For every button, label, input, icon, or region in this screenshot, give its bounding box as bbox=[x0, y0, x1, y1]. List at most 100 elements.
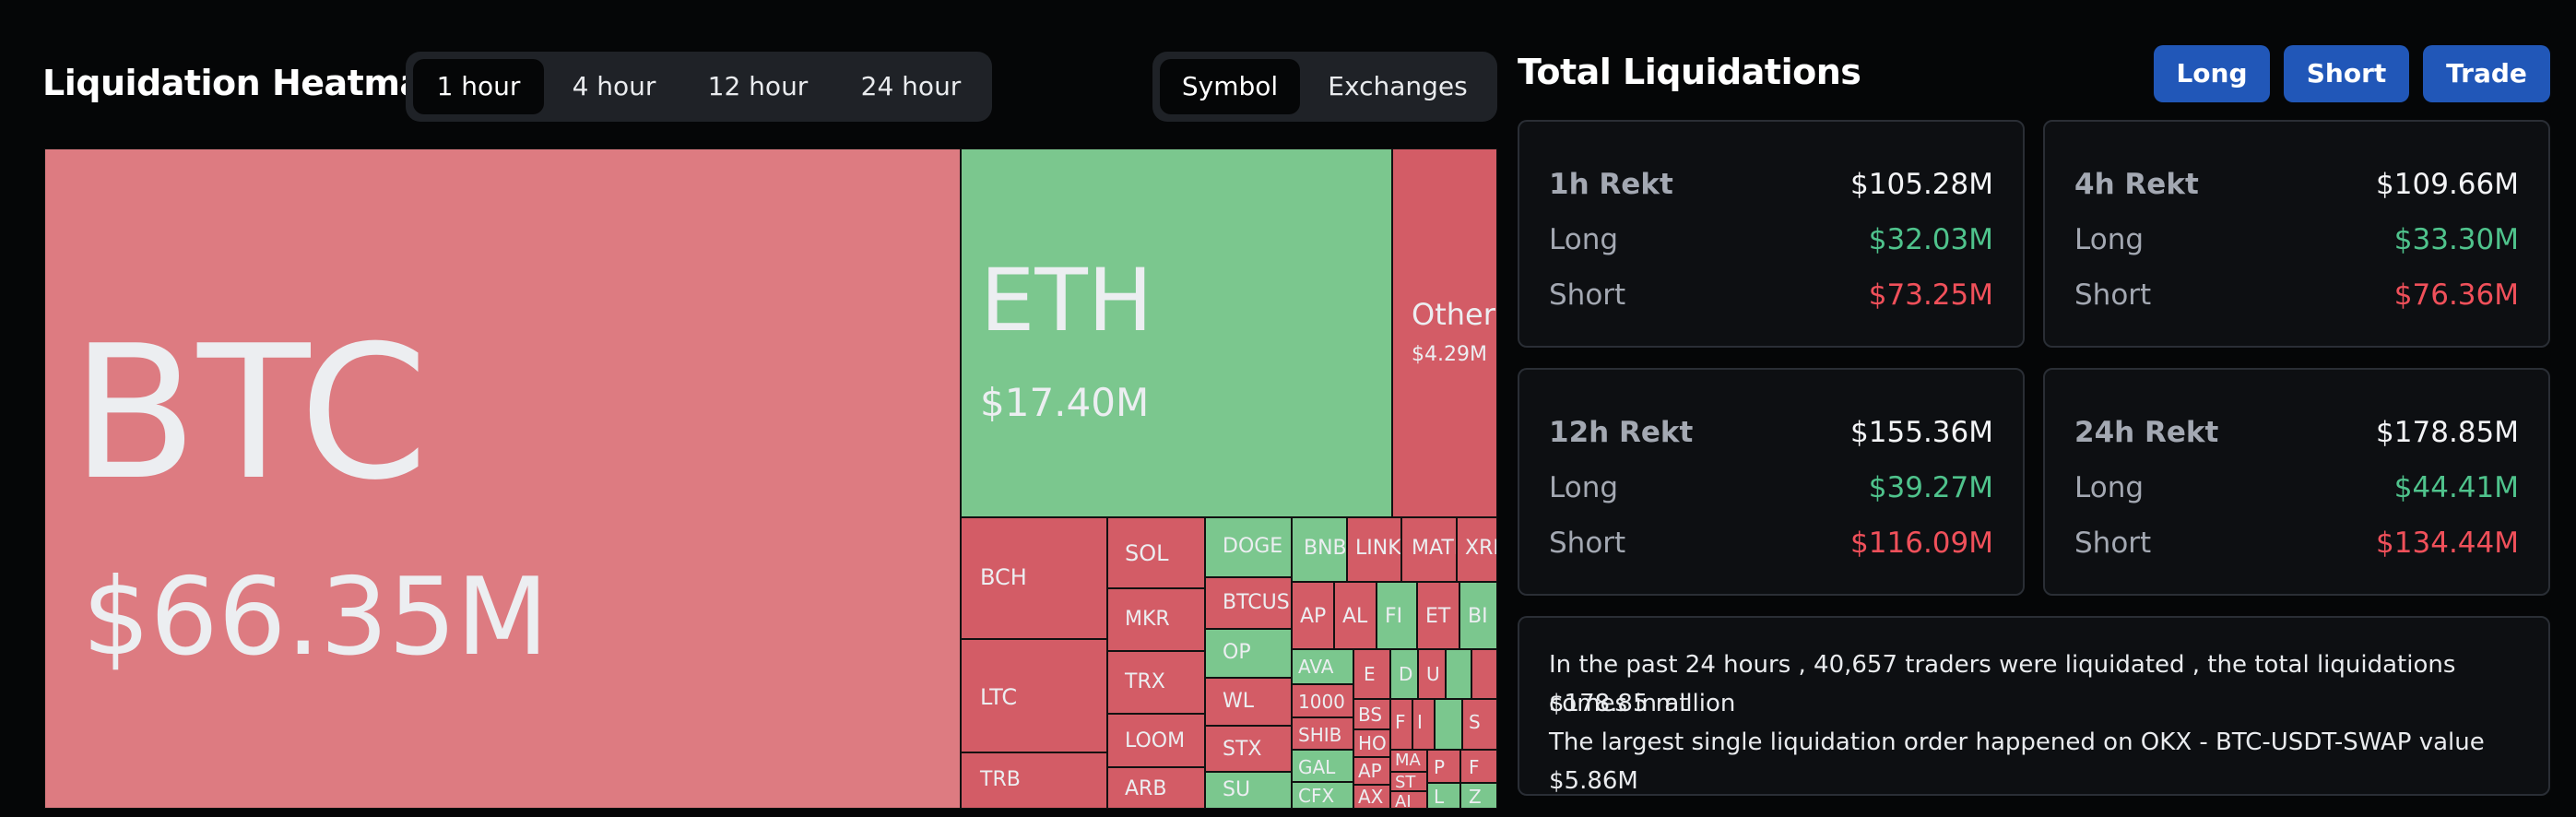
heatmap-tile-wl[interactable]: WL bbox=[1205, 678, 1292, 726]
heatmap-tile-ax[interactable]: AX bbox=[1353, 785, 1390, 809]
tile-symbol: Z bbox=[1469, 786, 1482, 808]
tile-symbol: GAL bbox=[1298, 756, 1336, 778]
heatmap-tile-d[interactable]: D bbox=[1390, 649, 1418, 699]
heatmap-tile-bs[interactable]: BS bbox=[1353, 699, 1390, 729]
total-liquidations-title: Total Liquidations bbox=[1518, 52, 1861, 92]
tile-symbol: XRP bbox=[1465, 537, 1496, 560]
tile-symbol: P bbox=[1434, 756, 1446, 778]
heatmap-tile-op[interactable]: OP bbox=[1205, 629, 1292, 678]
heatmap-tile-gal[interactable]: GAL bbox=[1292, 750, 1353, 782]
heatmap-tile-et[interactable]: ET bbox=[1417, 582, 1459, 649]
trade-button[interactable]: Trade bbox=[2423, 45, 2550, 102]
tile-symbol: F bbox=[1395, 711, 1406, 733]
heatmap-tile-matic[interactable]: MATIC bbox=[1401, 517, 1457, 582]
tab-4-hour[interactable]: 4 hour bbox=[572, 71, 656, 101]
heatmap-tile-ltc[interactable]: LTC bbox=[961, 639, 1107, 752]
heatmap-tile-btcus[interactable]: BTCUS bbox=[1205, 577, 1292, 629]
tile-symbol: AI bbox=[1395, 792, 1412, 809]
heatmap-tile-f[interactable]: F bbox=[1460, 750, 1497, 783]
short-value: $73.25M bbox=[1868, 278, 1993, 312]
heatmap-tile-su[interactable]: SU bbox=[1205, 772, 1292, 809]
summary-line-2: $178.85 million bbox=[1549, 690, 1736, 717]
card-1h-rekt: 1h Rekt $105.28M Long $32.03M Short $73.25M bbox=[1518, 120, 2025, 348]
heatmap-tile-ai[interactable]: AI bbox=[1390, 791, 1427, 809]
tab-24-hour[interactable]: 24 hour bbox=[860, 71, 962, 101]
heatmap-tile-ma[interactable]: MA bbox=[1390, 750, 1427, 772]
tile-symbol: DOGE bbox=[1223, 535, 1283, 558]
tile-symbol: AL bbox=[1342, 605, 1368, 628]
tile-symbol: D bbox=[1399, 663, 1413, 685]
heatmap-tile-ava[interactable]: AVA bbox=[1292, 649, 1353, 684]
tile-symbol: F bbox=[1469, 756, 1480, 778]
heatmap-tile-xrp[interactable]: XRP bbox=[1457, 517, 1497, 582]
tab-12-hour[interactable]: 12 hour bbox=[707, 71, 809, 101]
heatmap-tile-link[interactable]: LINK bbox=[1347, 517, 1401, 582]
tile-symbol: SOL bbox=[1125, 540, 1169, 566]
heatmap-tile-bi[interactable]: BI bbox=[1459, 582, 1497, 649]
heatmap-tile-cfx[interactable]: CFX bbox=[1292, 782, 1353, 809]
heatmap-tile-trx[interactable]: TRX bbox=[1107, 651, 1205, 714]
tile-symbol: MATIC bbox=[1412, 537, 1456, 560]
tile-symbol: HO bbox=[1358, 732, 1387, 754]
tile-symbol: LINK bbox=[1355, 537, 1401, 560]
card-12h-rekt: 12h Rekt $155.36M Long $39.27M Short $116.0… bbox=[1518, 368, 2025, 596]
short-button[interactable]: Short bbox=[2284, 45, 2409, 102]
heatmap-tile-coin-35[interactable] bbox=[1471, 649, 1497, 699]
heatmap-tile-ho[interactable]: HO bbox=[1353, 729, 1390, 757]
time-range-selector: 1 hour 4 hour 12 hour 24 hour bbox=[406, 52, 992, 122]
tile-symbol: AVA bbox=[1298, 656, 1334, 678]
heatmap-tile-p[interactable]: P bbox=[1427, 750, 1460, 783]
short-label: Short bbox=[1549, 278, 1626, 312]
heatmap-tile-st[interactable]: ST bbox=[1390, 772, 1427, 791]
tab-1-hour[interactable]: 1 hour bbox=[413, 59, 544, 114]
heatmap-tile-f[interactable]: F bbox=[1390, 699, 1412, 750]
tile-symbol: I bbox=[1417, 711, 1423, 733]
tile-symbol: TRB bbox=[980, 768, 1021, 791]
heatmap-tile-bch[interactable]: BCH bbox=[961, 517, 1107, 639]
heatmap-tile-loom[interactable]: LOOM bbox=[1107, 714, 1205, 767]
heatmap-tile-i[interactable]: I bbox=[1412, 699, 1435, 750]
view-selector: Symbol Exchanges bbox=[1152, 52, 1497, 122]
heatmap-tile-arb[interactable]: ARB bbox=[1107, 767, 1205, 809]
tile-symbol: ST bbox=[1395, 773, 1416, 791]
tile-value: $66.35M bbox=[82, 555, 549, 680]
heatmap-tile-sol[interactable]: SOL bbox=[1107, 517, 1205, 588]
tab-exchanges[interactable]: Exchanges bbox=[1328, 71, 1468, 101]
heatmap-tile-s[interactable]: S bbox=[1462, 699, 1497, 750]
heatmap-tile-coin-34[interactable] bbox=[1446, 649, 1471, 699]
heatmap-tile-doge[interactable]: DOGE bbox=[1205, 517, 1292, 577]
long-value: $32.03M bbox=[1868, 223, 1993, 256]
tile-symbol: MKR bbox=[1125, 608, 1170, 631]
heatmap-tile-btc[interactable]: BTC $66.35M bbox=[44, 148, 961, 809]
card-4h-rekt: 4h Rekt $109.66M Long $33.30M Short $76.36M bbox=[2043, 120, 2550, 348]
heatmap-tile-fi[interactable]: FI bbox=[1377, 582, 1417, 649]
liquidation-heatmap: BTC$66.35METH$17.40MOthers$4.29MBCHSOLDO… bbox=[44, 148, 1497, 809]
heatmap-tile-trb[interactable]: TRB bbox=[961, 752, 1107, 809]
tile-symbol: AP bbox=[1358, 760, 1382, 782]
heatmap-tile-shib[interactable]: SHIB bbox=[1292, 717, 1353, 750]
heatmap-tile-1000[interactable]: 1000 bbox=[1292, 684, 1353, 717]
card-period: 12h Rekt bbox=[1549, 416, 1694, 449]
heatmap-tile-u[interactable]: U bbox=[1418, 649, 1446, 699]
tile-symbol: BCH bbox=[980, 564, 1027, 590]
heatmap-tile-mkr[interactable]: MKR bbox=[1107, 588, 1205, 651]
heatmap-tile-z[interactable]: Z bbox=[1460, 783, 1497, 809]
heatmap-tile-ap[interactable]: AP bbox=[1292, 582, 1334, 649]
tile-symbol: BTCUS bbox=[1223, 591, 1290, 614]
tile-symbol: CFX bbox=[1298, 785, 1335, 807]
heatmap-tile-l[interactable]: L bbox=[1427, 783, 1460, 809]
heatmap-tile-e[interactable]: E bbox=[1353, 649, 1390, 699]
long-button[interactable]: Long bbox=[2154, 45, 2270, 102]
heatmap-tile-stx[interactable]: STX bbox=[1205, 726, 1292, 772]
tab-symbol[interactable]: Symbol bbox=[1160, 59, 1300, 114]
heatmap-tile-others[interactable]: Others $4.29M bbox=[1392, 148, 1497, 517]
heatmap-tile-ap[interactable]: AP bbox=[1353, 757, 1390, 785]
heatmap-tile-coin-42[interactable] bbox=[1435, 699, 1462, 750]
heatmap-tile-eth[interactable]: ETH $17.40M bbox=[961, 148, 1392, 517]
card-total: $178.85M bbox=[2376, 416, 2519, 449]
heatmap-tile-bnb[interactable]: BNB bbox=[1292, 517, 1347, 582]
tile-symbol: S bbox=[1469, 711, 1481, 733]
short-value: $134.44M bbox=[2376, 527, 2519, 560]
tile-symbol: LOOM bbox=[1125, 729, 1186, 752]
heatmap-tile-al[interactable]: AL bbox=[1334, 582, 1377, 649]
